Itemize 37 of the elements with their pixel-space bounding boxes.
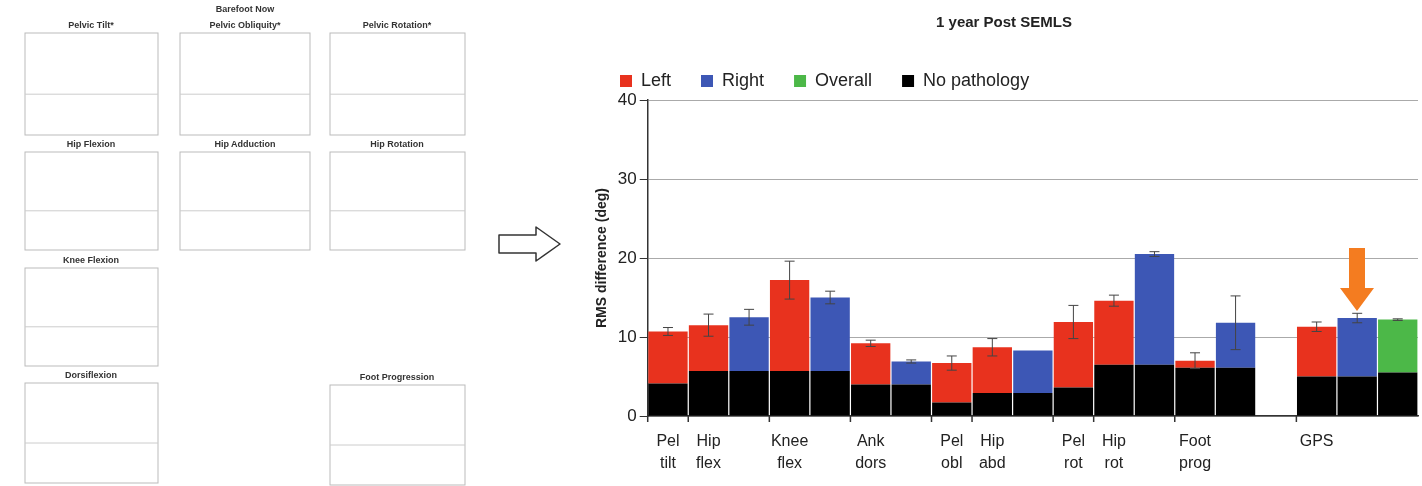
bar: [972, 347, 1012, 394]
y-tick-label: 30: [617, 168, 637, 188]
bar: [851, 343, 891, 385]
y-tick-label: 20: [617, 247, 637, 267]
bar: [932, 363, 972, 403]
bar: [891, 361, 931, 385]
x-tick-label: Hip flex: [696, 432, 721, 472]
x-tick-label: Foot prog: [1179, 432, 1212, 472]
bar: [1134, 254, 1175, 365]
bar: [769, 280, 810, 371]
y-axis-title: RMS difference (deg): [593, 187, 610, 329]
bar: [1215, 322, 1256, 368]
legend-label: Left: [641, 69, 672, 90]
x-tick-label: GPS: [1299, 432, 1334, 450]
chart-title: 1 year Post SEMLS: [936, 13, 1072, 31]
bar: [1296, 326, 1337, 377]
legend-label: Overall: [815, 69, 873, 90]
gait-curve-panels-picture: Pelvic Tilt* Barefoot Now Pelvic Obliquity* Pelvic Rotation* Hip Flexion Hip Adduction Hip Rotation Knee Flexion Dorsiflexion Foot Progression: [0, 0, 470, 486]
bar: [1013, 350, 1053, 394]
legend-label: No pathology: [923, 69, 1030, 90]
bar: [729, 317, 769, 371]
bar: [810, 297, 850, 371]
y-tick-label: 10: [617, 326, 637, 346]
bar: [1337, 318, 1377, 377]
y-tick-label: 0: [627, 405, 637, 425]
legend-label: Right: [722, 69, 765, 90]
bar: [1175, 360, 1215, 368]
x-tick-label: Pel tilt: [656, 432, 680, 472]
x-tick-label: Ank dors: [855, 432, 887, 472]
bar: [1296, 376, 1337, 416]
x-tick-label: Hip abd: [978, 432, 1006, 472]
x-tick-label: Pel rot: [1061, 432, 1085, 472]
x-tick-label: Pel obl: [940, 432, 964, 472]
x-tick-label: Hip rot: [1101, 432, 1127, 472]
x-tick-label: Knee flex: [770, 432, 809, 472]
bar: [1378, 319, 1418, 373]
y-tick-label: 40: [617, 89, 637, 109]
